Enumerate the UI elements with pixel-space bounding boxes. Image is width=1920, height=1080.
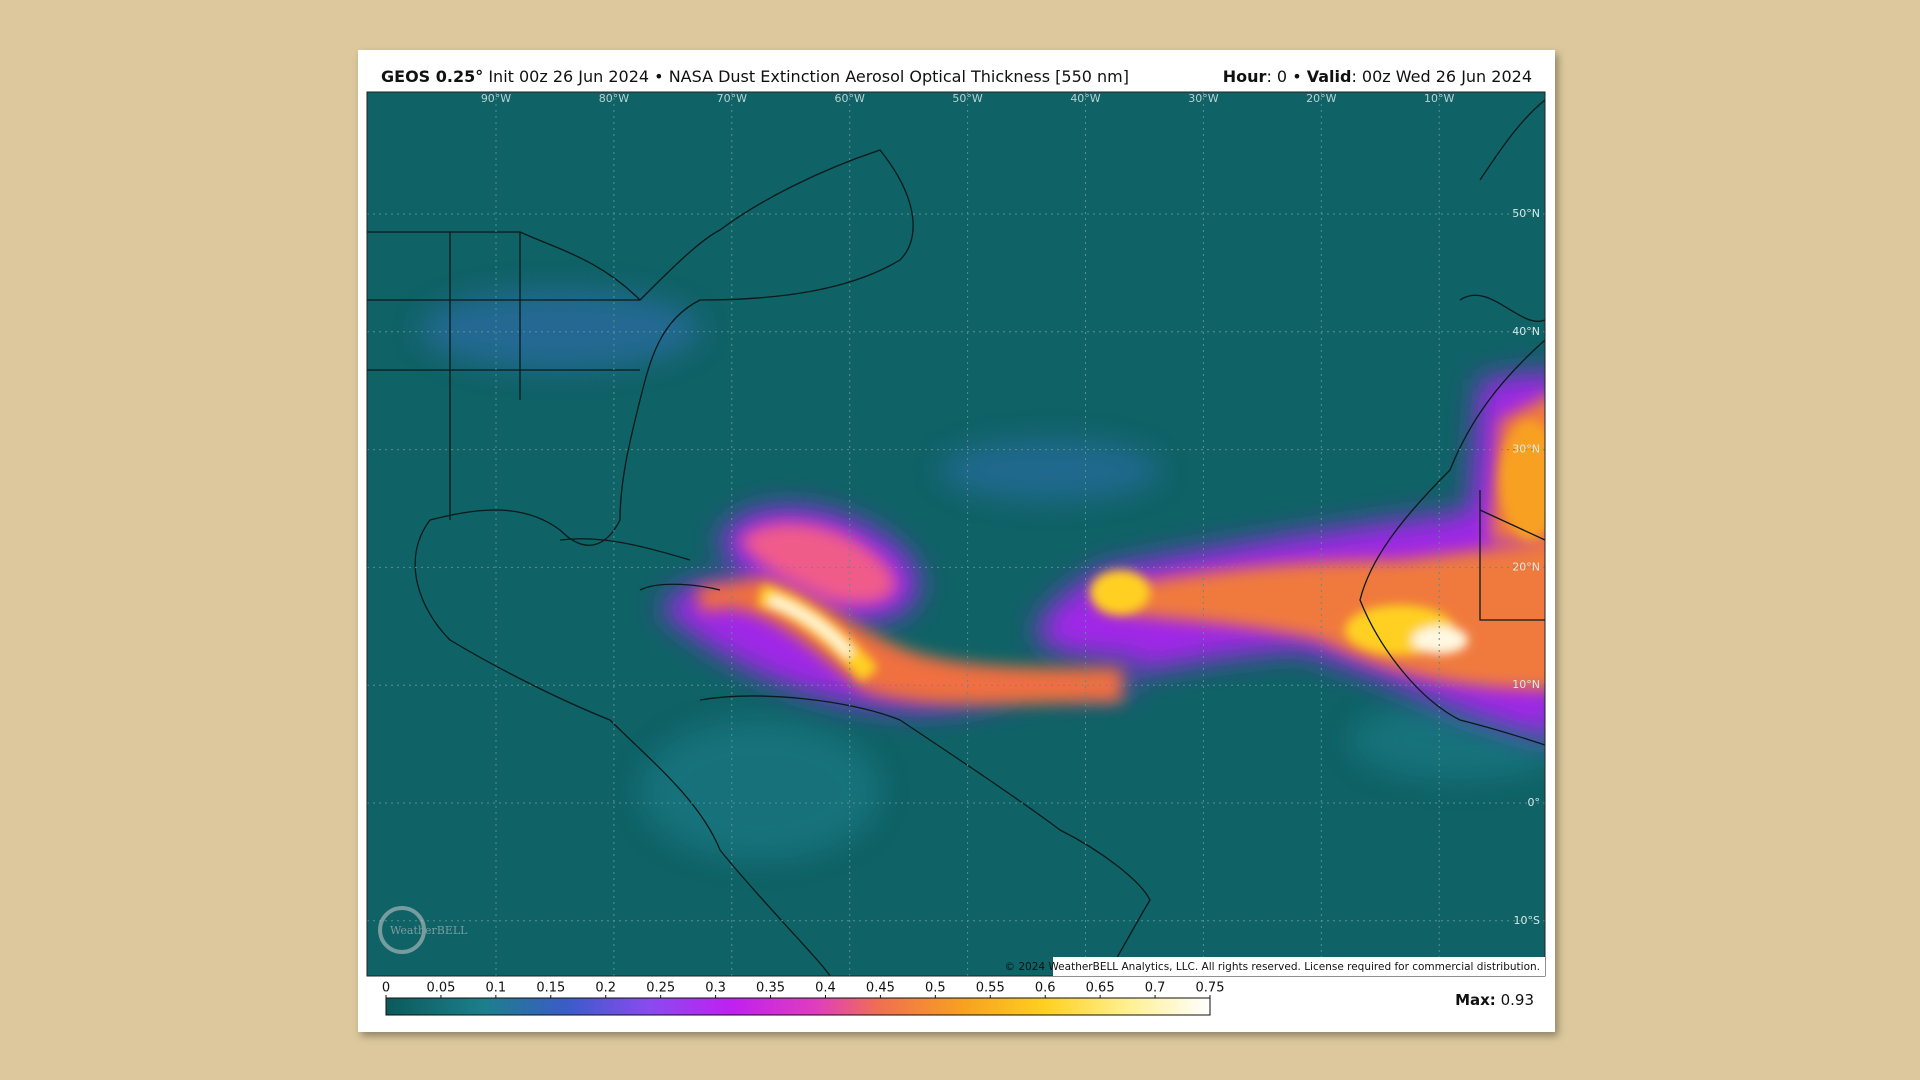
logo: WeatherBELL xyxy=(378,906,468,954)
logo-text: WeatherBELL xyxy=(390,924,468,937)
colorbar-tick-label: 0.25 xyxy=(646,981,675,996)
colorbar-tick-label: 0.2 xyxy=(595,981,616,996)
longitude-label: 60°W xyxy=(835,92,865,105)
colorbar-tick-label: 0.15 xyxy=(536,981,565,996)
valid-text: : 00z Wed 26 Jun 2024 xyxy=(1351,67,1532,86)
plume-core xyxy=(756,420,1545,683)
colorbar-tick-label: 0.05 xyxy=(426,981,455,996)
longitude-label: 40°W xyxy=(1070,92,1100,105)
colorbar-tick-label: 0.75 xyxy=(1196,981,1225,996)
graticule xyxy=(367,92,1545,976)
description: Init 00z 26 Jun 2024 • NASA Dust Extinct… xyxy=(488,67,1129,86)
colorbar-tick-label: 0.3 xyxy=(705,981,726,996)
max-value: 0.93 xyxy=(1501,991,1534,1009)
colorbar-tick-label: 0.1 xyxy=(486,981,507,996)
logo-mark xyxy=(378,906,426,954)
colorbar-ramp xyxy=(385,997,1211,1016)
latitude-label: 40°N xyxy=(1512,325,1540,338)
colorbar-tick-label: 0.55 xyxy=(976,981,1005,996)
colorbar-tick-label: 0.45 xyxy=(866,981,895,996)
max-label: Max: xyxy=(1455,991,1496,1009)
map-border xyxy=(366,91,1546,977)
colorbar-tick-label: 0.6 xyxy=(1035,981,1056,996)
map xyxy=(367,92,1545,976)
colorbar-tick-label: 0.7 xyxy=(1145,981,1166,996)
colorbar-tick-label: 0.4 xyxy=(815,981,836,996)
latitude-label: 50°N xyxy=(1512,207,1540,220)
colorbar-tick-label: 0.5 xyxy=(925,981,946,996)
hour-label: Hour xyxy=(1223,67,1267,86)
longitude-label: 80°W xyxy=(599,92,629,105)
colorbar-tick-label: 0.35 xyxy=(756,981,785,996)
header-left: GEOS 0.25° Init 00z 26 Jun 2024 • NASA D… xyxy=(381,67,1129,86)
coastlines xyxy=(367,99,1545,976)
longitude-label: 20°W xyxy=(1306,92,1336,105)
latitude-label: 10°N xyxy=(1512,678,1540,691)
latitude-label: 0° xyxy=(1528,796,1541,809)
longitude-label: 30°W xyxy=(1188,92,1218,105)
longitude-label: 10°W xyxy=(1424,92,1454,105)
valid-label: Valid xyxy=(1307,67,1352,86)
longitude-label: 70°W xyxy=(717,92,747,105)
copyright: © 2024 WeatherBELL Analytics, LLC. All r… xyxy=(1005,961,1540,973)
longitude-label: 50°W xyxy=(952,92,982,105)
latitude-label: 10°S xyxy=(1514,914,1540,927)
longitude-label: 90°W xyxy=(481,92,511,105)
colorbar: 0 0.05 0.1 0.15 0.2 0.25 0.3 0.35 0.4 0.45 0.5 0.55… xyxy=(382,981,1225,1016)
colorbar-tick-label: 0.65 xyxy=(1086,981,1115,996)
copyright-box xyxy=(1053,957,1545,976)
latitude-label: 20°N xyxy=(1512,560,1540,573)
model: GEOS 0.25° xyxy=(381,67,483,86)
header-right: Hour: 0 • Valid: 00z Wed 26 Jun 2024 xyxy=(1223,67,1532,86)
colorbar-tick-label: 0 xyxy=(382,981,390,996)
max: Max: 0.93 xyxy=(1455,991,1534,1009)
hour-text: : 0 • xyxy=(1266,67,1306,86)
latitude-label: 30°N xyxy=(1512,443,1540,456)
